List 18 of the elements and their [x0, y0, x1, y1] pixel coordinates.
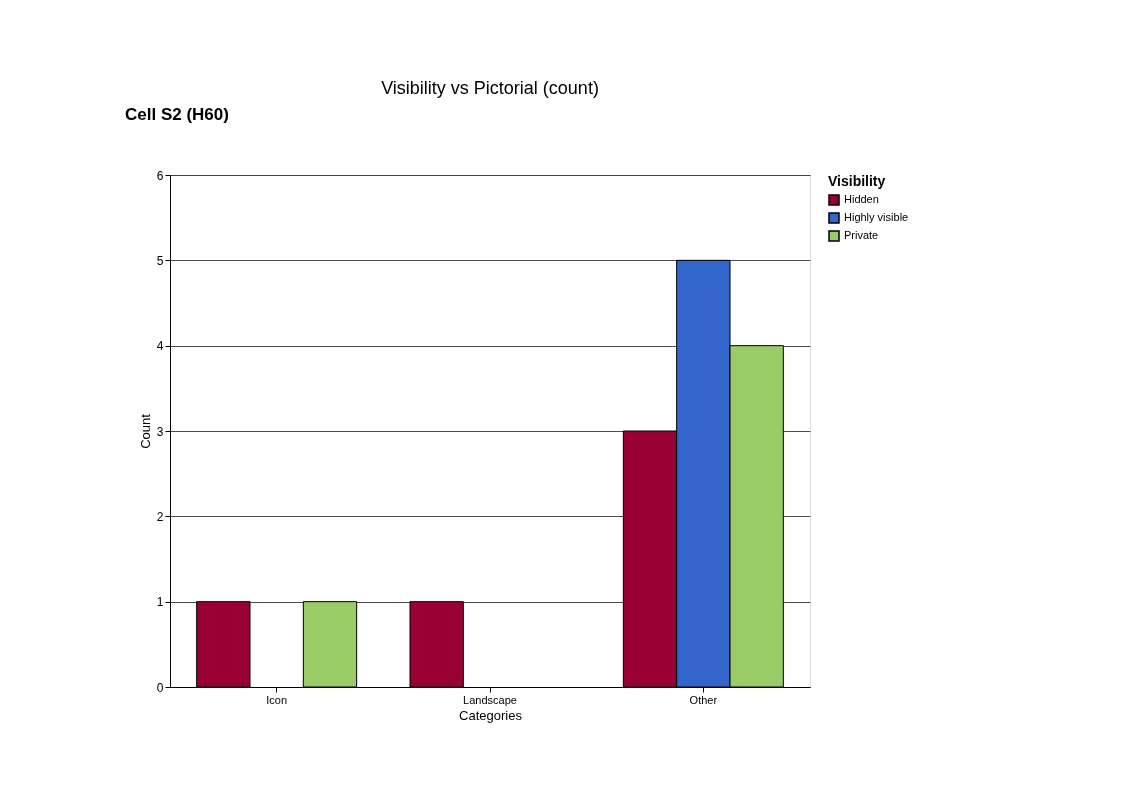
y-tick-label: 3	[156, 424, 164, 439]
x-tick-label: Landscape	[463, 693, 517, 706]
x-axis-title: Categories	[459, 707, 523, 723]
y-axis-title: Count	[137, 413, 153, 449]
chart-title: Visibility vs Pictorial (count)	[381, 78, 599, 98]
legend-label: Private	[844, 229, 879, 241]
y-tick-label: 4	[156, 339, 164, 354]
y-tick-label: 1	[156, 595, 164, 610]
legend-title: Visibility	[828, 173, 886, 189]
y-tick-label: 2	[156, 509, 164, 524]
legend-label: Hidden	[844, 193, 879, 205]
y-tick-label: 6	[156, 168, 164, 183]
x-tick-label: Other	[689, 693, 718, 706]
text: Cell S2 (H60)	[125, 105, 229, 124]
legend-label: Highly visible	[844, 211, 909, 223]
x-tick-label: Icon	[266, 693, 288, 706]
y-tick-label: 5	[156, 253, 164, 268]
y-tick-label: 0	[156, 680, 164, 695]
